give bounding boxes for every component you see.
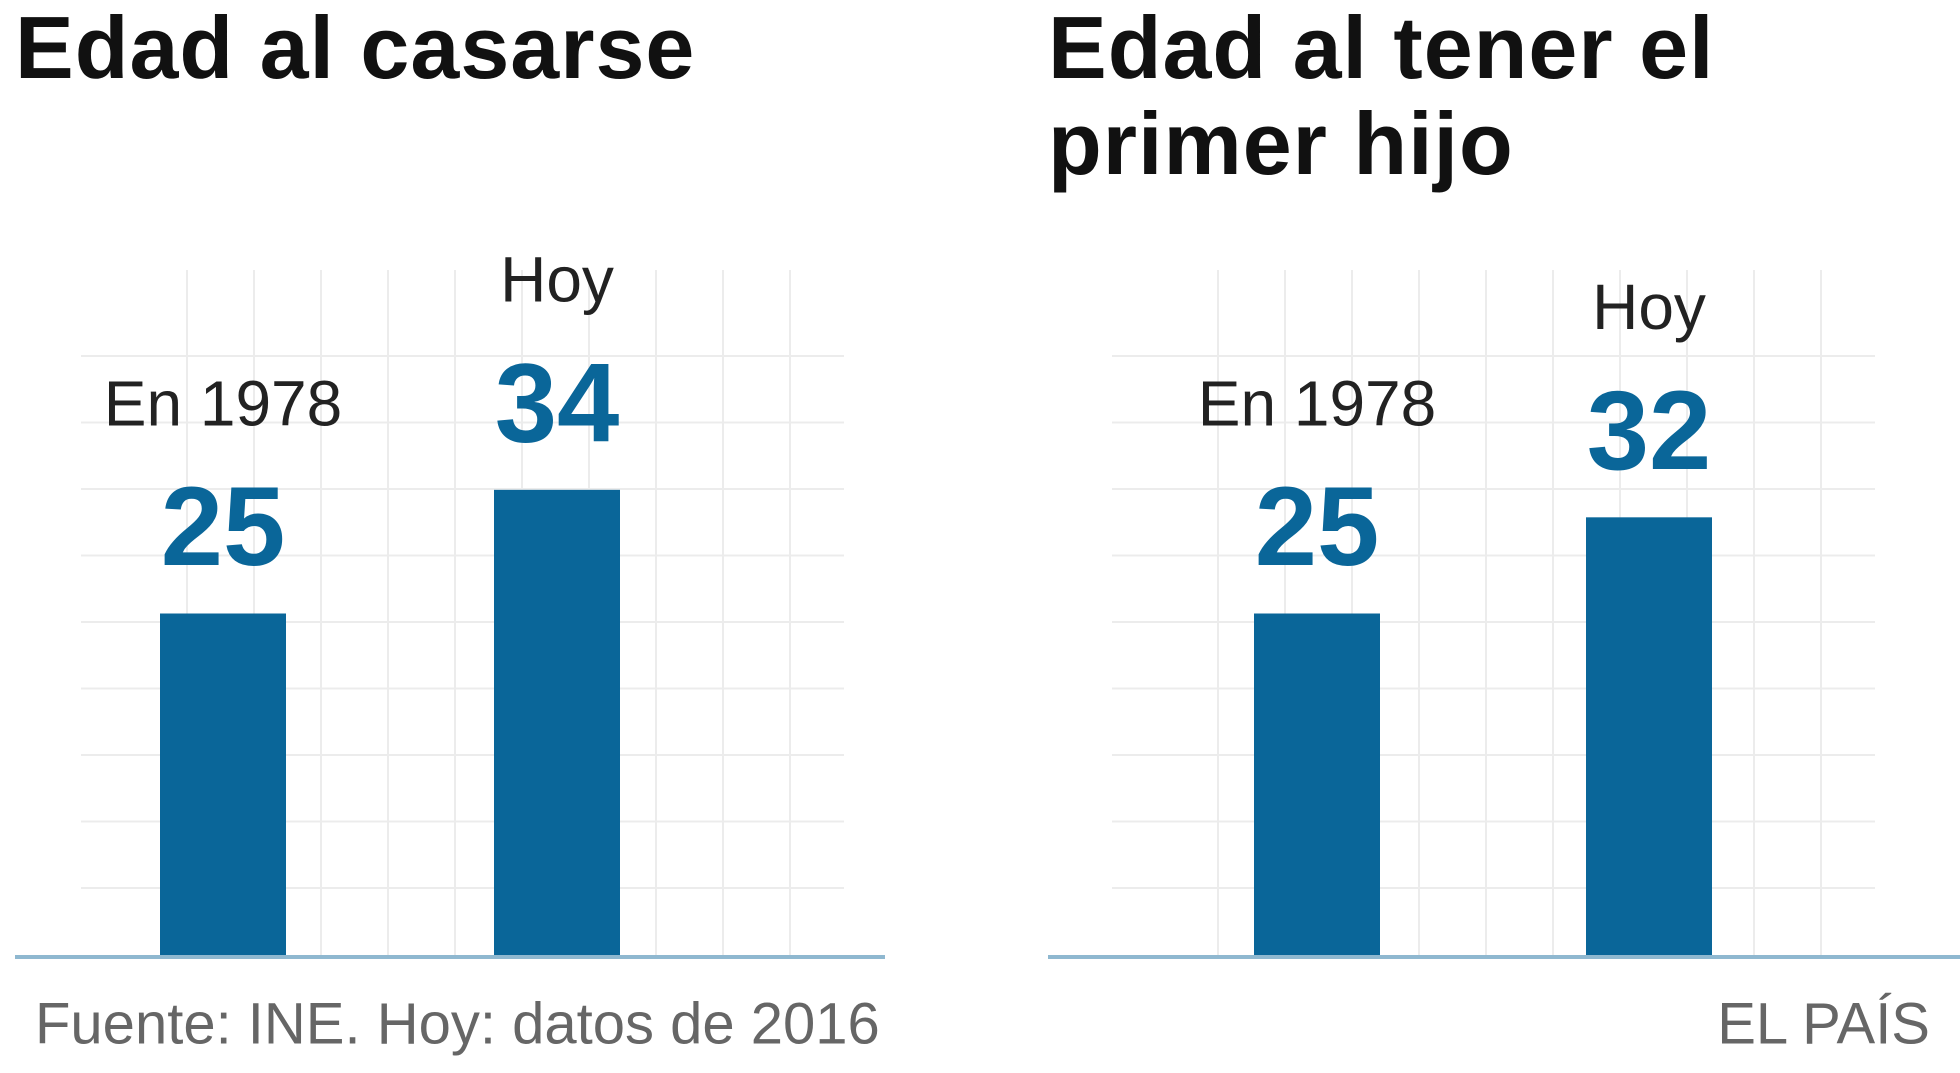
value-label: 32	[1587, 368, 1712, 493]
bar	[1586, 517, 1712, 957]
value-label: 25	[161, 464, 286, 589]
bar	[160, 613, 286, 957]
bar	[494, 489, 620, 957]
credit: EL PAÍS	[1717, 991, 1930, 1056]
bar	[1254, 613, 1380, 957]
value-label: 34	[495, 340, 620, 465]
category-label: En 1978	[104, 367, 342, 439]
category-label: Hoy	[500, 244, 614, 316]
value-label: 25	[1255, 464, 1380, 589]
category-label: En 1978	[1198, 367, 1436, 439]
chart-title: Edad al tener el primer hijo	[1048, 0, 1715, 193]
chart-title: Edad al casarse	[15, 0, 696, 97]
source: Fuente: INE. Hoy: datos de 2016	[35, 991, 880, 1056]
category-label: Hoy	[1592, 271, 1706, 343]
